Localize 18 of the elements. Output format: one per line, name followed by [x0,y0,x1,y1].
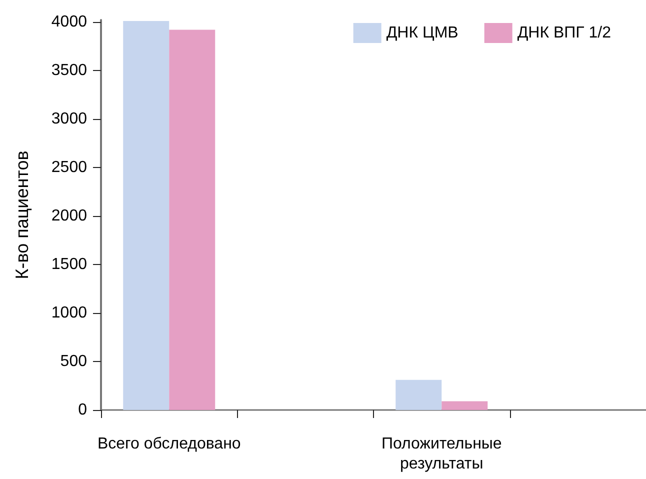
y-tick-label: 2500 [51,158,88,176]
x-tick-label: Всего обследовано [97,436,241,452]
y-tick-label: 0 [78,402,88,418]
legend-label: ДНК ВПГ 1/2 [517,24,612,42]
y-tick-label: 1500 [51,256,88,273]
bar [396,380,442,410]
legend-label: ДНК ЦМВ [386,24,458,42]
y-tick-label: 4000 [51,13,88,30]
y-tick-label: 3500 [51,62,88,79]
y-tick-label: 2000 [51,207,88,224]
y-tick-label: 1000 [51,304,88,322]
y-tick-label: 3000 [51,110,88,128]
y-axis-title: К-во пациентов [12,150,32,280]
bar [169,30,216,410]
x-tick-label: Положительные результаты [381,436,502,472]
y-tick-label: 500 [60,352,88,370]
bar [123,20,170,410]
bar [442,401,488,410]
